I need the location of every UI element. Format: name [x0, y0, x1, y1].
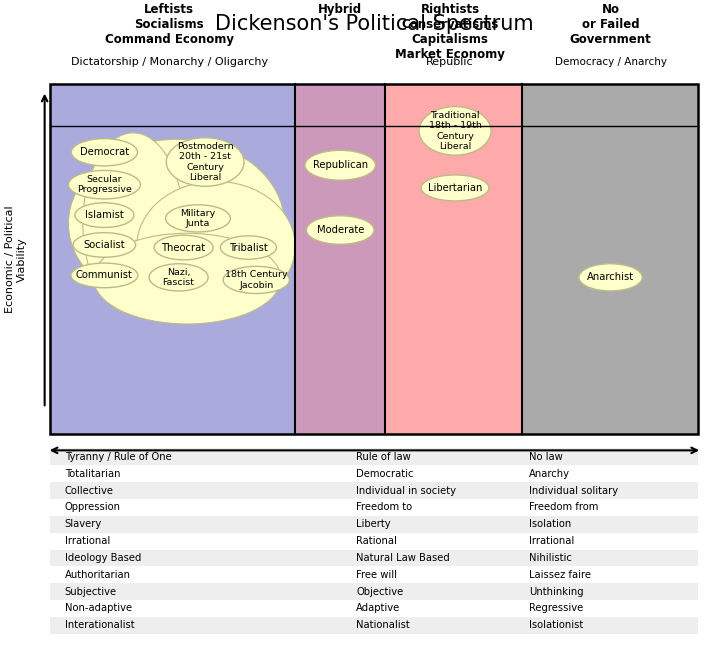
Text: Isolationist: Isolationist	[529, 620, 583, 631]
Text: Military
Junta: Military Junta	[181, 209, 215, 228]
Ellipse shape	[75, 203, 134, 227]
Ellipse shape	[94, 233, 281, 324]
Text: Individual in society: Individual in society	[356, 485, 456, 496]
Bar	[50, 617, 698, 634]
Text: Nazi,
Fascist: Nazi, Fascist	[163, 268, 194, 287]
Text: Democracy / Anarchy: Democracy / Anarchy	[554, 56, 667, 67]
Bar	[50, 550, 698, 566]
Text: Isolation: Isolation	[529, 519, 572, 529]
Text: Islamist: Islamist	[85, 210, 124, 220]
Ellipse shape	[71, 139, 138, 166]
Text: Totalitarian: Totalitarian	[65, 469, 120, 479]
Bar	[50, 448, 698, 465]
Text: No law: No law	[529, 452, 563, 462]
Text: Individual solitary: Individual solitary	[529, 485, 618, 496]
Text: Adaptive: Adaptive	[356, 603, 400, 614]
Ellipse shape	[83, 133, 184, 314]
Ellipse shape	[73, 233, 135, 257]
Text: Freedom from: Freedom from	[529, 502, 598, 513]
Bar	[50, 482, 698, 499]
Ellipse shape	[71, 263, 138, 288]
Text: Tyranny / Rule of One: Tyranny / Rule of One	[65, 452, 171, 462]
Text: Rightists
Conservatisms
Capitalisms
Market Economy: Rightists Conservatisms Capitalisms Mark…	[395, 3, 505, 62]
Bar	[522, 84, 698, 126]
Text: Republic: Republic	[426, 56, 474, 67]
Text: Natural Law Based: Natural Law Based	[356, 553, 450, 563]
Ellipse shape	[68, 170, 140, 199]
Text: Nihilistic: Nihilistic	[529, 553, 572, 563]
Ellipse shape	[68, 139, 284, 308]
Text: Theocrat: Theocrat	[161, 242, 206, 253]
Text: Democratic: Democratic	[356, 469, 414, 479]
Ellipse shape	[137, 181, 295, 311]
Text: Socialist: Socialist	[84, 240, 125, 250]
Text: Oppression: Oppression	[65, 502, 121, 513]
Text: Subjective: Subjective	[65, 586, 117, 597]
Text: Republican: Republican	[312, 160, 368, 170]
Text: Communist: Communist	[76, 270, 132, 281]
Text: Postmodern
20th - 21st
Century
Liberal: Postmodern 20th - 21st Century Liberal	[177, 142, 233, 182]
Text: Democrat: Democrat	[80, 147, 129, 157]
Ellipse shape	[305, 150, 376, 180]
Ellipse shape	[154, 235, 213, 260]
Text: Libertarian: Libertarian	[428, 183, 482, 193]
Text: Hybrid: Hybrid	[318, 3, 362, 16]
Text: Freedom to: Freedom to	[356, 502, 413, 513]
Text: Authoritarian: Authoritarian	[65, 570, 131, 580]
Bar	[50, 126, 295, 434]
Bar	[385, 84, 522, 126]
Text: Ideology Based: Ideology Based	[65, 553, 141, 563]
Text: Objective: Objective	[356, 586, 404, 597]
Bar	[385, 126, 522, 434]
Text: Secular
Progressive: Secular Progressive	[77, 175, 132, 194]
Text: Moderate: Moderate	[317, 225, 364, 235]
Ellipse shape	[421, 175, 489, 201]
Text: Free will: Free will	[356, 570, 397, 580]
Text: Dickenson's Political Spectrum: Dickenson's Political Spectrum	[215, 14, 534, 34]
Bar	[50, 84, 295, 126]
Bar	[50, 516, 698, 533]
Ellipse shape	[166, 205, 230, 232]
Text: Rule of law: Rule of law	[356, 452, 411, 462]
Bar	[50, 583, 698, 600]
Text: Rational: Rational	[356, 536, 397, 546]
Text: Non-adaptive: Non-adaptive	[65, 603, 132, 614]
Text: Nationalist: Nationalist	[356, 620, 410, 631]
Text: Anarchist: Anarchist	[587, 272, 634, 283]
Text: Unthinking: Unthinking	[529, 586, 584, 597]
Text: Regressive: Regressive	[529, 603, 583, 614]
Text: Liberty: Liberty	[356, 519, 391, 529]
Ellipse shape	[220, 236, 276, 259]
Bar	[295, 84, 385, 126]
Text: 18th Century
Jacobin: 18th Century Jacobin	[225, 270, 287, 290]
Text: Collective: Collective	[65, 485, 114, 496]
Text: Traditional
18th - 19th
Century
Liberal: Traditional 18th - 19th Century Liberal	[428, 111, 482, 151]
Bar	[50, 84, 698, 434]
Bar	[295, 126, 385, 434]
Text: Leftists
Socialisms
Command Economy: Leftists Socialisms Command Economy	[104, 3, 234, 46]
Ellipse shape	[223, 266, 289, 294]
Text: Dictatorship / Monarchy / Oligarchy: Dictatorship / Monarchy / Oligarchy	[71, 56, 268, 67]
Ellipse shape	[579, 264, 642, 291]
Ellipse shape	[307, 216, 374, 244]
Text: Irrational: Irrational	[529, 536, 575, 546]
Text: Irrational: Irrational	[65, 536, 110, 546]
Ellipse shape	[419, 107, 491, 156]
Text: Tribalist: Tribalist	[229, 242, 268, 253]
Text: Laissez faire: Laissez faire	[529, 570, 591, 580]
Text: No
or Failed
Government: No or Failed Government	[570, 3, 652, 46]
Text: Anarchy: Anarchy	[529, 469, 570, 479]
Text: Interationalist: Interationalist	[65, 620, 135, 631]
Text: Economic / Political
Viability: Economic / Political Viability	[5, 205, 27, 313]
Bar	[522, 126, 698, 434]
Ellipse shape	[149, 264, 208, 291]
Ellipse shape	[166, 138, 244, 187]
Text: Slavery: Slavery	[65, 519, 102, 529]
